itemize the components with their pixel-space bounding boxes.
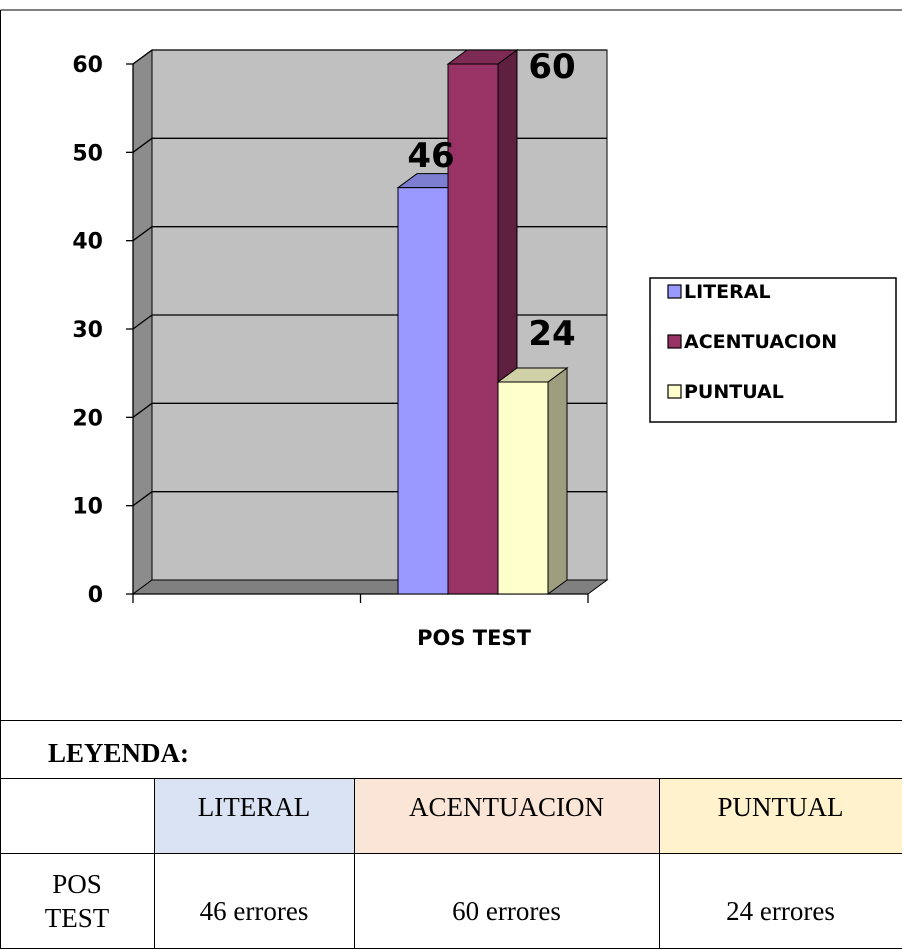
table-header-cell: ACENTUACION: [354, 778, 659, 853]
legend-grid: LITERAL ACENTUACION PUNTUAL POS TEST 46 error…: [0, 720, 902, 949]
table-rule: [154, 778, 155, 949]
y-tick-label: 10: [72, 495, 103, 520]
table-rule: [659, 778, 660, 949]
bar: [447, 63, 499, 595]
legend-table-title: LEYENDA:: [48, 738, 190, 768]
legend-swatch: [667, 284, 682, 299]
data-label: 60: [528, 47, 575, 87]
bar-side: [547, 367, 568, 595]
legend-swatch: [667, 384, 682, 399]
row-label-word: POS: [52, 869, 102, 899]
row-label: POS TEST: [0, 853, 154, 949]
y-tick-label: 30: [72, 318, 103, 343]
y-tick-label: 60: [72, 53, 103, 78]
table-value-cell: 46 errores: [199, 896, 309, 926]
table-value-cell: 60 errores: [452, 896, 561, 926]
y-tick-label: 0: [88, 583, 103, 608]
legend-label: ACENTUACION: [684, 331, 837, 353]
data-label: 24: [528, 314, 575, 354]
table-rule: [0, 720, 902, 721]
bar-chart: 0 10 20 30 40 50 60 46 60 24 POS TEST LITERAL ACENTU…: [0, 9, 902, 720]
table-rule: [0, 720, 1, 949]
table-rule: [0, 853, 902, 854]
bar: [397, 187, 449, 595]
table-header-cell: PUNTUAL: [659, 778, 902, 853]
legend-label: PUNTUAL: [684, 381, 784, 403]
y-tick-label: 40: [72, 230, 103, 255]
table-header-cell: LITERAL: [154, 778, 354, 853]
bar: [497, 381, 549, 595]
row-label-word: TEST: [44, 903, 110, 933]
x-category-label: POS TEST: [417, 626, 531, 650]
table-rule: [354, 778, 355, 949]
legend-swatch: [667, 334, 682, 349]
y-tick-label: 20: [72, 406, 103, 431]
gridline-side: [132, 226, 153, 242]
gridline-side: [132, 491, 153, 507]
gridline-side: [132, 49, 153, 65]
legend-table: LEYENDA: LITERAL ACENTUACION PUNTUAL POS TES…: [0, 720, 902, 949]
table-rule: [0, 778, 902, 779]
table-header-cell: [0, 778, 154, 853]
data-label: 46: [407, 136, 454, 176]
gridline-side: [132, 137, 153, 153]
legend-label: LITERAL: [684, 281, 771, 303]
y-tick-label: 50: [72, 141, 103, 166]
legend-box: [649, 277, 897, 423]
gridline-side: [132, 402, 153, 418]
gridline-side: [132, 314, 153, 330]
table-value-cell: 24 errores: [726, 896, 835, 926]
